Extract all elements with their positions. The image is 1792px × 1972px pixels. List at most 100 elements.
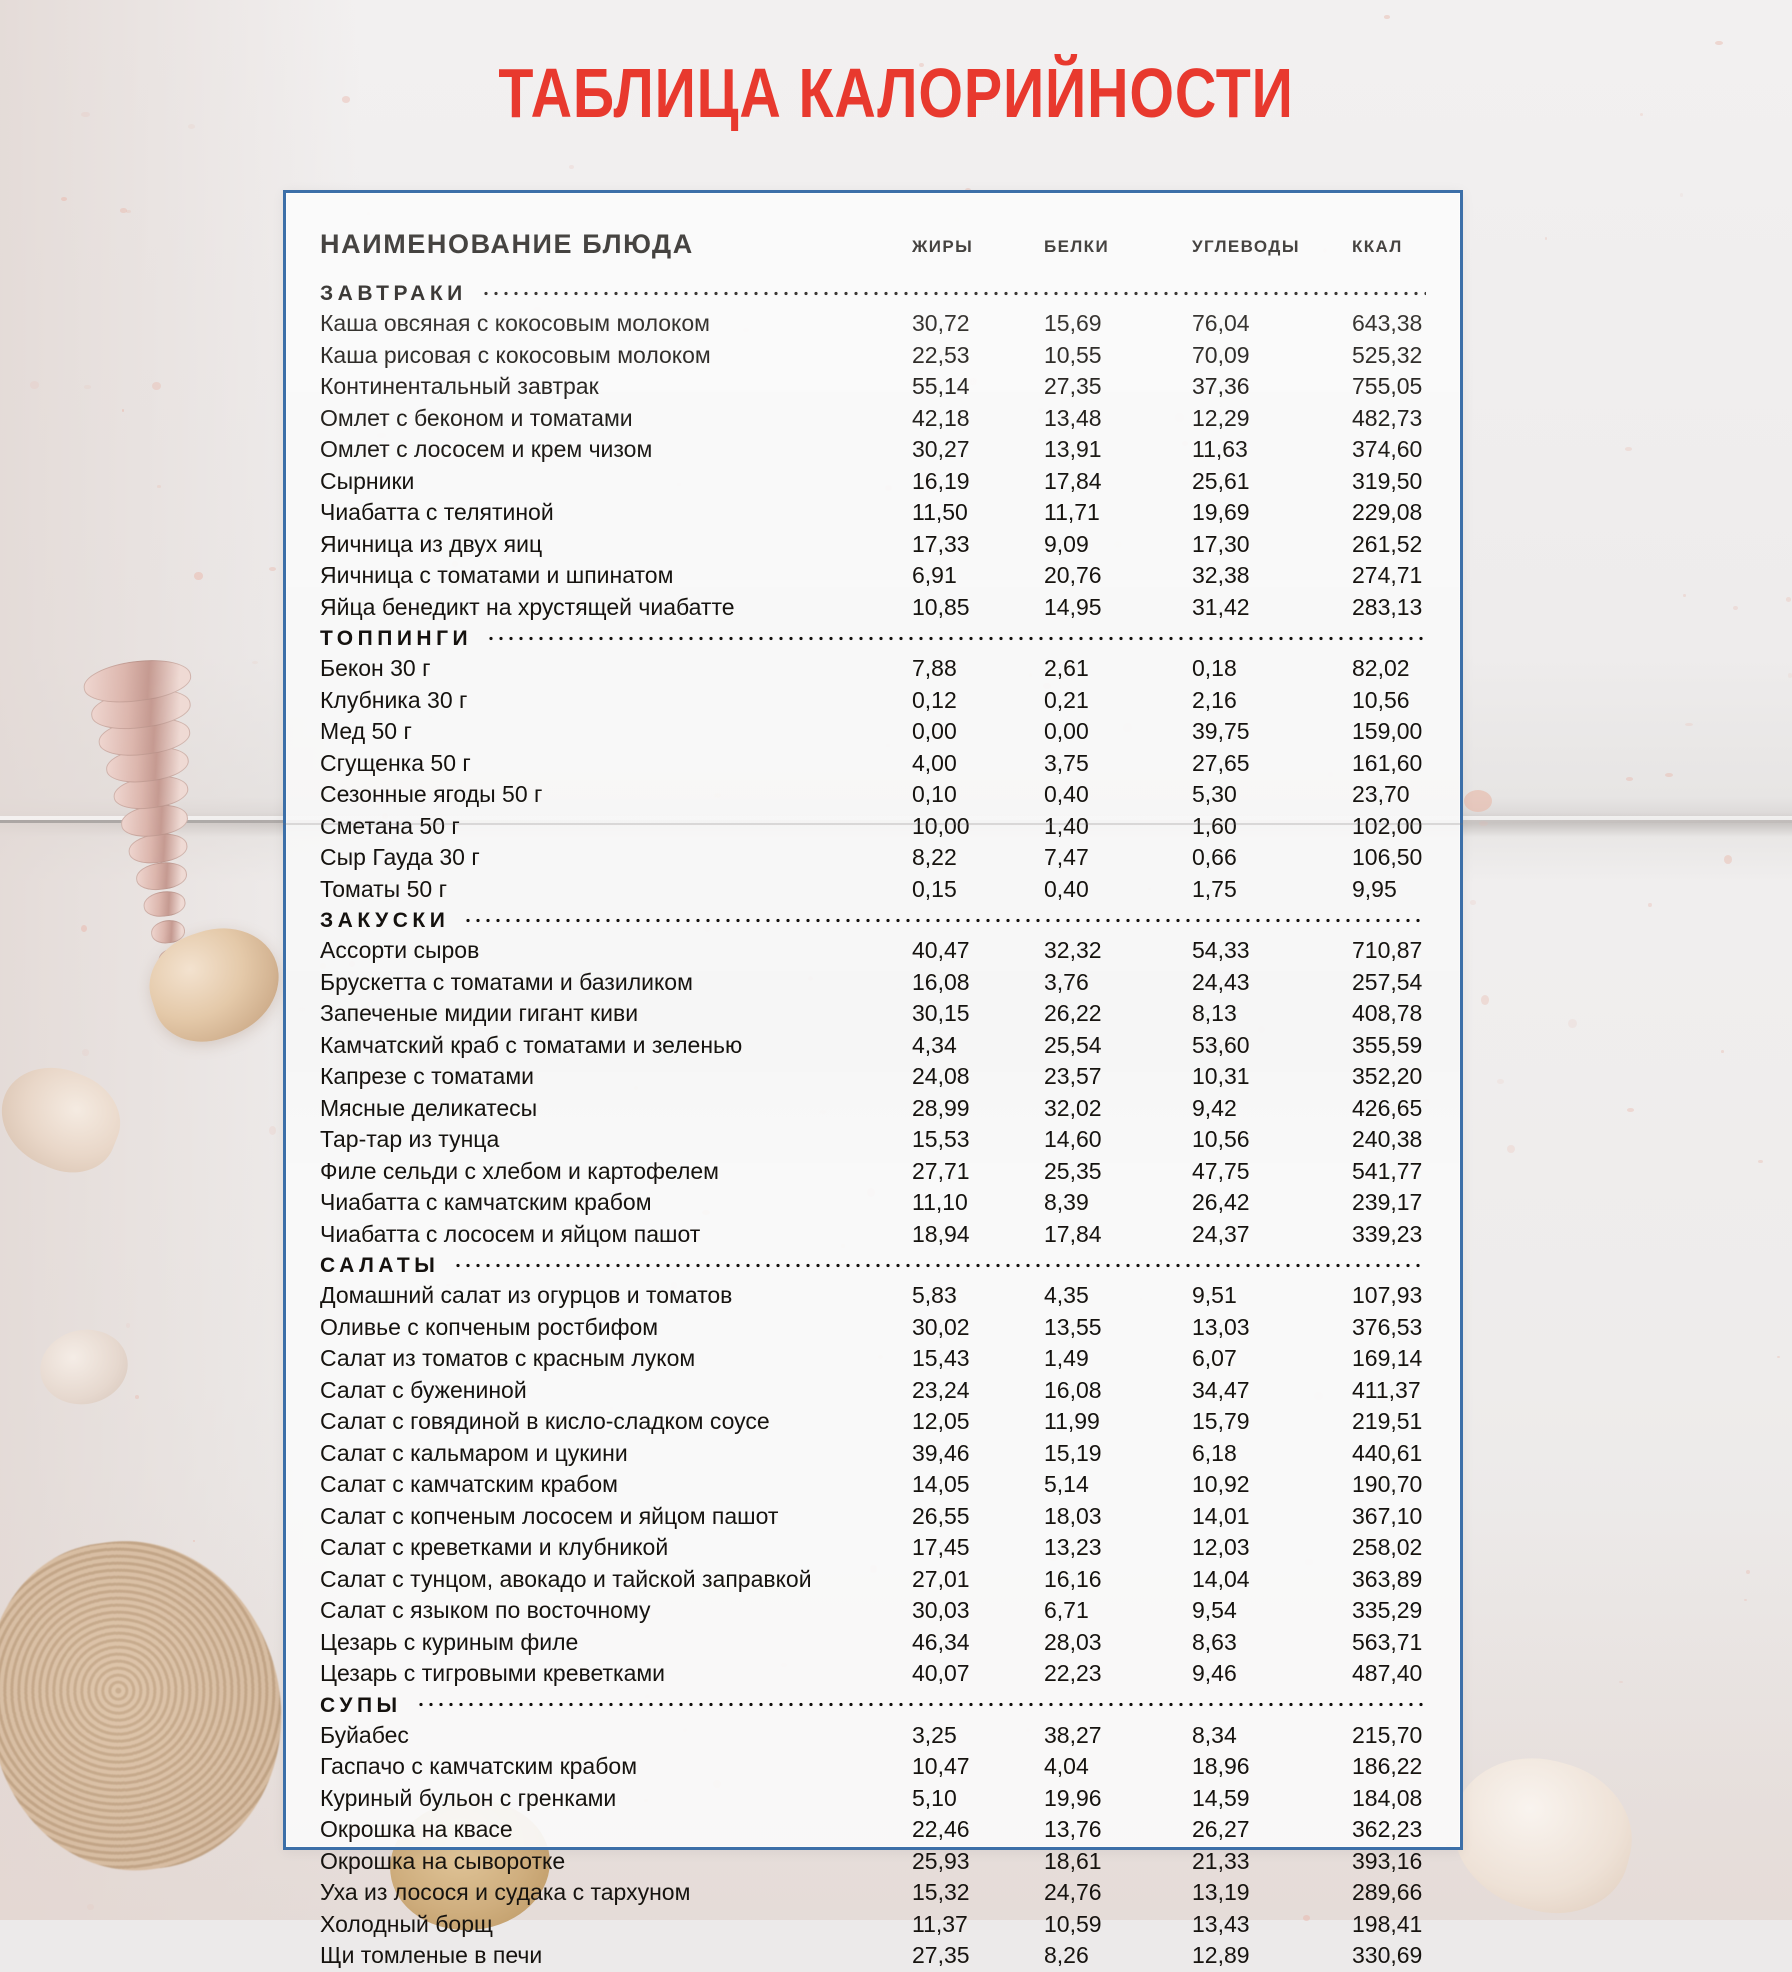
cell-dish-name: Сыр Гауда 30 г (320, 844, 480, 870)
cell-carbs: 12,89 (1192, 1942, 1250, 1968)
cell-protein: 13,55 (1044, 1313, 1102, 1340)
cell-dish-name: Окрошка на сыворотке (320, 1847, 566, 1874)
cell-carbs: 0,66 (1192, 844, 1237, 870)
cell-protein: 13,91 (1044, 436, 1102, 462)
cell-kcal: 107,93 (1352, 1282, 1423, 1308)
cell-carbs: 13,19 (1192, 1879, 1250, 1905)
dotted-leader (486, 635, 1426, 641)
cell-carbs: 12,03 (1192, 1534, 1250, 1560)
cell-kcal: 215,70 (1352, 1721, 1423, 1748)
cell-kcal: 339,23 (1352, 1220, 1423, 1247)
cell-protein: 8,39 (1044, 1189, 1089, 1215)
cell-fat: 11,50 (912, 499, 968, 525)
section-header-label: ТОППИНГИ (320, 627, 473, 650)
cell-carbs: 10,92 (1192, 1471, 1250, 1497)
table-row: Каша овсяная с кокосовым молоком 30,72 15,… (320, 308, 1426, 340)
dotted-leader (453, 1262, 1426, 1268)
table-row: Чиабатта с камчатским крабом 11,10 8,39 26,… (320, 1187, 1426, 1219)
cell-protein: 0,00 (1044, 718, 1089, 744)
table-row: Яичница из двух яиц 17,33 9,09 17,30 261,52 (320, 529, 1426, 561)
cell-dish-name: Цезарь с куриным филе (320, 1628, 579, 1655)
cell-fat: 14,05 (912, 1471, 970, 1497)
cell-protein: 5,14 (1044, 1471, 1089, 1497)
cell-dish-name: Домашний салат из огурцов и томатов (320, 1282, 733, 1308)
cell-protein: 10,55 (1044, 341, 1102, 368)
cell-kcal: 186,22 (1352, 1753, 1423, 1779)
cell-fat: 30,02 (912, 1313, 970, 1340)
cell-kcal: 239,17 (1352, 1189, 1423, 1215)
cell-carbs: 6,07 (1192, 1345, 1237, 1371)
cell-protein: 26,22 (1044, 1000, 1102, 1026)
cell-dish-name: Салат с тунцом, авокадо и тайской заправ… (320, 1565, 812, 1592)
cell-kcal: 755,05 (1352, 373, 1423, 399)
column-header-protein: БЕЛКИ (1044, 237, 1110, 256)
cell-fat: 11,10 (912, 1189, 968, 1215)
cell-protein: 23,57 (1044, 1063, 1102, 1089)
cell-dish-name: Гаспачо с камчатским крабом (320, 1753, 638, 1779)
section-header-label: ЗАКУСКИ (320, 909, 450, 932)
cell-dish-name: Брускетта с томатами и базиликом (320, 968, 693, 995)
table-row: Салат с языком по восточному 30,03 6,71 9,5… (320, 1595, 1426, 1627)
table-row: Камчатский краб с томатами и зеленью 4,34… (320, 1030, 1426, 1062)
table-row: Домашний салат из огурцов и томатов 5,83 4… (320, 1280, 1426, 1312)
cell-fat: 55,14 (912, 373, 970, 399)
cell-carbs: 9,51 (1192, 1282, 1237, 1308)
cell-fat: 0,00 (912, 718, 957, 744)
table-row: Яичница с томатами и шпинатом 6,91 20,76 32… (320, 560, 1426, 592)
cell-protein: 10,59 (1044, 1910, 1102, 1937)
cell-carbs: 27,65 (1192, 749, 1250, 776)
cell-dish-name: Филе сельди с хлебом и картофелем (320, 1157, 719, 1184)
cell-protein: 25,35 (1044, 1157, 1102, 1184)
cell-protein: 15,19 (1044, 1439, 1102, 1466)
cell-carbs: 0,18 (1192, 655, 1237, 681)
cell-dish-name: Сметана 50 г (320, 812, 460, 839)
cell-carbs: 31,42 (1192, 593, 1250, 620)
cell-kcal: 352,20 (1352, 1063, 1423, 1089)
cell-fat: 6,91 (912, 562, 957, 588)
cell-fat: 12,05 (912, 1408, 970, 1434)
cell-dish-name: Яйца бенедикт на хрустящей чиабатте (320, 593, 735, 620)
table-row: Запеченые мидии гигант киви 30,15 26,22 8,1… (320, 998, 1426, 1030)
cell-protein: 0,40 (1044, 781, 1089, 807)
cell-fat: 40,47 (912, 937, 970, 963)
cell-protein: 25,54 (1044, 1031, 1102, 1058)
cell-dish-name: Сгущенка 50 г (320, 749, 471, 776)
page-title: ТАБЛИЦА КАЛОРИЙНОСТИ (498, 54, 1294, 132)
cell-protein: 24,76 (1044, 1879, 1102, 1905)
cell-kcal: 393,16 (1352, 1847, 1423, 1874)
cell-kcal: 563,71 (1352, 1628, 1423, 1655)
cell-kcal: 23,70 (1352, 781, 1410, 807)
section-header: ТОППИНГИ (320, 627, 1426, 651)
cell-protein: 27,35 (1044, 373, 1102, 399)
cell-fat: 7,88 (912, 655, 957, 681)
cell-dish-name: Салат с креветками и клубникой (320, 1534, 669, 1560)
cell-fat: 10,00 (912, 812, 970, 839)
cell-carbs: 17,30 (1192, 530, 1250, 557)
cell-dish-name: Омлет с лососем и крем чизом (320, 436, 653, 462)
cell-kcal: 319,50 (1352, 467, 1423, 494)
cell-kcal: 82,02 (1352, 655, 1410, 681)
cell-fat: 46,34 (912, 1628, 970, 1655)
cell-dish-name: Чиабатта с камчатским крабом (320, 1189, 652, 1215)
cell-fat: 28,99 (912, 1094, 970, 1121)
cell-carbs: 76,04 (1192, 310, 1250, 336)
cell-fat: 3,25 (912, 1721, 957, 1748)
cell-carbs: 37,36 (1192, 373, 1250, 399)
cell-carbs: 11,63 (1192, 436, 1248, 462)
cell-protein: 32,02 (1044, 1094, 1102, 1121)
cell-dish-name: Запеченые мидии гигант киви (320, 1000, 639, 1026)
dotted-leader (480, 290, 1426, 296)
cell-fat: 4,00 (912, 749, 957, 776)
table-row: Салат с камчатским крабом 14,05 5,14 10,92 1… (320, 1469, 1426, 1501)
cell-protein: 11,99 (1044, 1408, 1100, 1434)
cell-dish-name: Тар-тар из тунца (320, 1126, 500, 1152)
cell-carbs: 10,31 (1192, 1063, 1250, 1089)
table-row: Цезарь с куриным филе 46,34 28,03 8,63 563,7… (320, 1627, 1426, 1659)
cell-fat: 16,19 (912, 467, 970, 494)
cell-kcal: 487,40 (1352, 1660, 1423, 1686)
cell-carbs: 21,33 (1192, 1847, 1250, 1874)
cell-fat: 17,45 (912, 1534, 970, 1560)
cell-kcal: 240,38 (1352, 1126, 1423, 1152)
cell-kcal: 643,38 (1352, 310, 1423, 336)
cell-kcal: 161,60 (1352, 749, 1423, 776)
